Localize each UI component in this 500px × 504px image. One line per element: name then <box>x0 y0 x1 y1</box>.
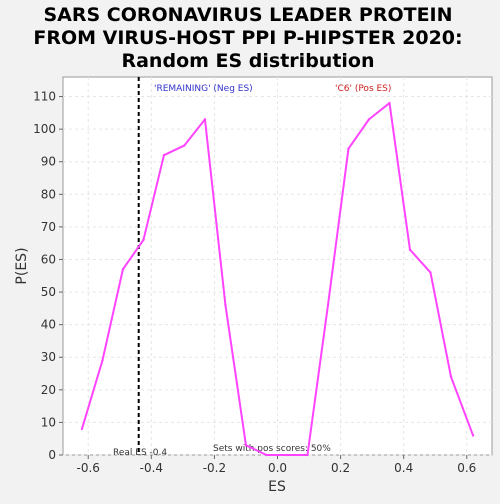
data-point <box>183 144 186 147</box>
series <box>80 77 475 457</box>
data-point <box>408 248 412 251</box>
title-line: FROM VIRUS-HOST PPI P-HIPSTER 2020: <box>33 27 462 49</box>
series-line <box>80 102 475 456</box>
data-point <box>326 303 330 307</box>
data-point <box>121 268 125 271</box>
data-point <box>388 101 391 105</box>
data-point <box>429 271 432 274</box>
x-tick-label: 0.6 <box>457 461 476 475</box>
x-tick-label: -0.4 <box>140 461 163 475</box>
x-tick-label: 0.4 <box>394 461 413 475</box>
negative-set-label: 'REMAINING' (Neg ES) <box>154 84 253 94</box>
data-point <box>265 453 268 457</box>
annotations: 'REMAINING' (Neg ES) 'C6' (Pos ES) Sets … <box>113 84 391 458</box>
y-tick-label: 110 <box>33 90 56 104</box>
chart-title: SARS CORONAVIRUS LEADER PROTEIN FROM VIR… <box>33 4 462 72</box>
y-tick-label: 0 <box>48 448 56 462</box>
axis-ticks: -0.6 -0.4 -0.2 0.0 0.2 0.4 0.6 0 10 20 30 40 50 60 70 8… <box>33 90 476 475</box>
title-line: SARS CORONAVIRUS LEADER PROTEIN <box>43 4 452 26</box>
x-tick-label: 0.2 <box>331 461 350 475</box>
data-point <box>203 118 207 121</box>
data-point <box>162 154 166 157</box>
data-point <box>367 118 371 121</box>
data-point <box>285 453 289 457</box>
pos-scores-label: Sets with pos scores: 50% <box>213 444 331 454</box>
y-tick-label: 50 <box>41 285 56 299</box>
data-point <box>449 375 453 378</box>
y-axis-label: P(ES) <box>14 247 30 284</box>
y-tick-label: 10 <box>41 415 56 429</box>
real-es-label: Real ES -0.4 <box>113 448 167 458</box>
x-tick-label: -0.6 <box>77 461 100 475</box>
data-point <box>306 453 309 457</box>
data-point <box>80 427 84 431</box>
data-point <box>347 147 350 150</box>
data-point <box>244 444 248 447</box>
y-tick-label: 70 <box>41 220 56 234</box>
x-axis-label: ES <box>268 479 286 495</box>
gridlines <box>63 77 492 456</box>
data-point <box>142 238 145 242</box>
data-point <box>224 303 227 307</box>
y-tick-label: 90 <box>41 155 56 169</box>
data-point <box>471 434 475 437</box>
data-point <box>101 359 104 362</box>
title-line: Random ES distribution <box>121 50 374 72</box>
y-tick-label: 40 <box>41 318 56 332</box>
y-tick-label: 100 <box>33 122 56 136</box>
positive-set-label: 'C6' (Pos ES) <box>335 84 391 94</box>
y-tick-label: 80 <box>41 187 56 201</box>
x-tick-label: -0.2 <box>203 461 226 475</box>
y-tick-label: 30 <box>41 350 56 364</box>
x-tick-label: 0.0 <box>268 461 287 475</box>
y-tick-label: 20 <box>41 383 56 397</box>
y-tick-label: 60 <box>41 252 56 266</box>
